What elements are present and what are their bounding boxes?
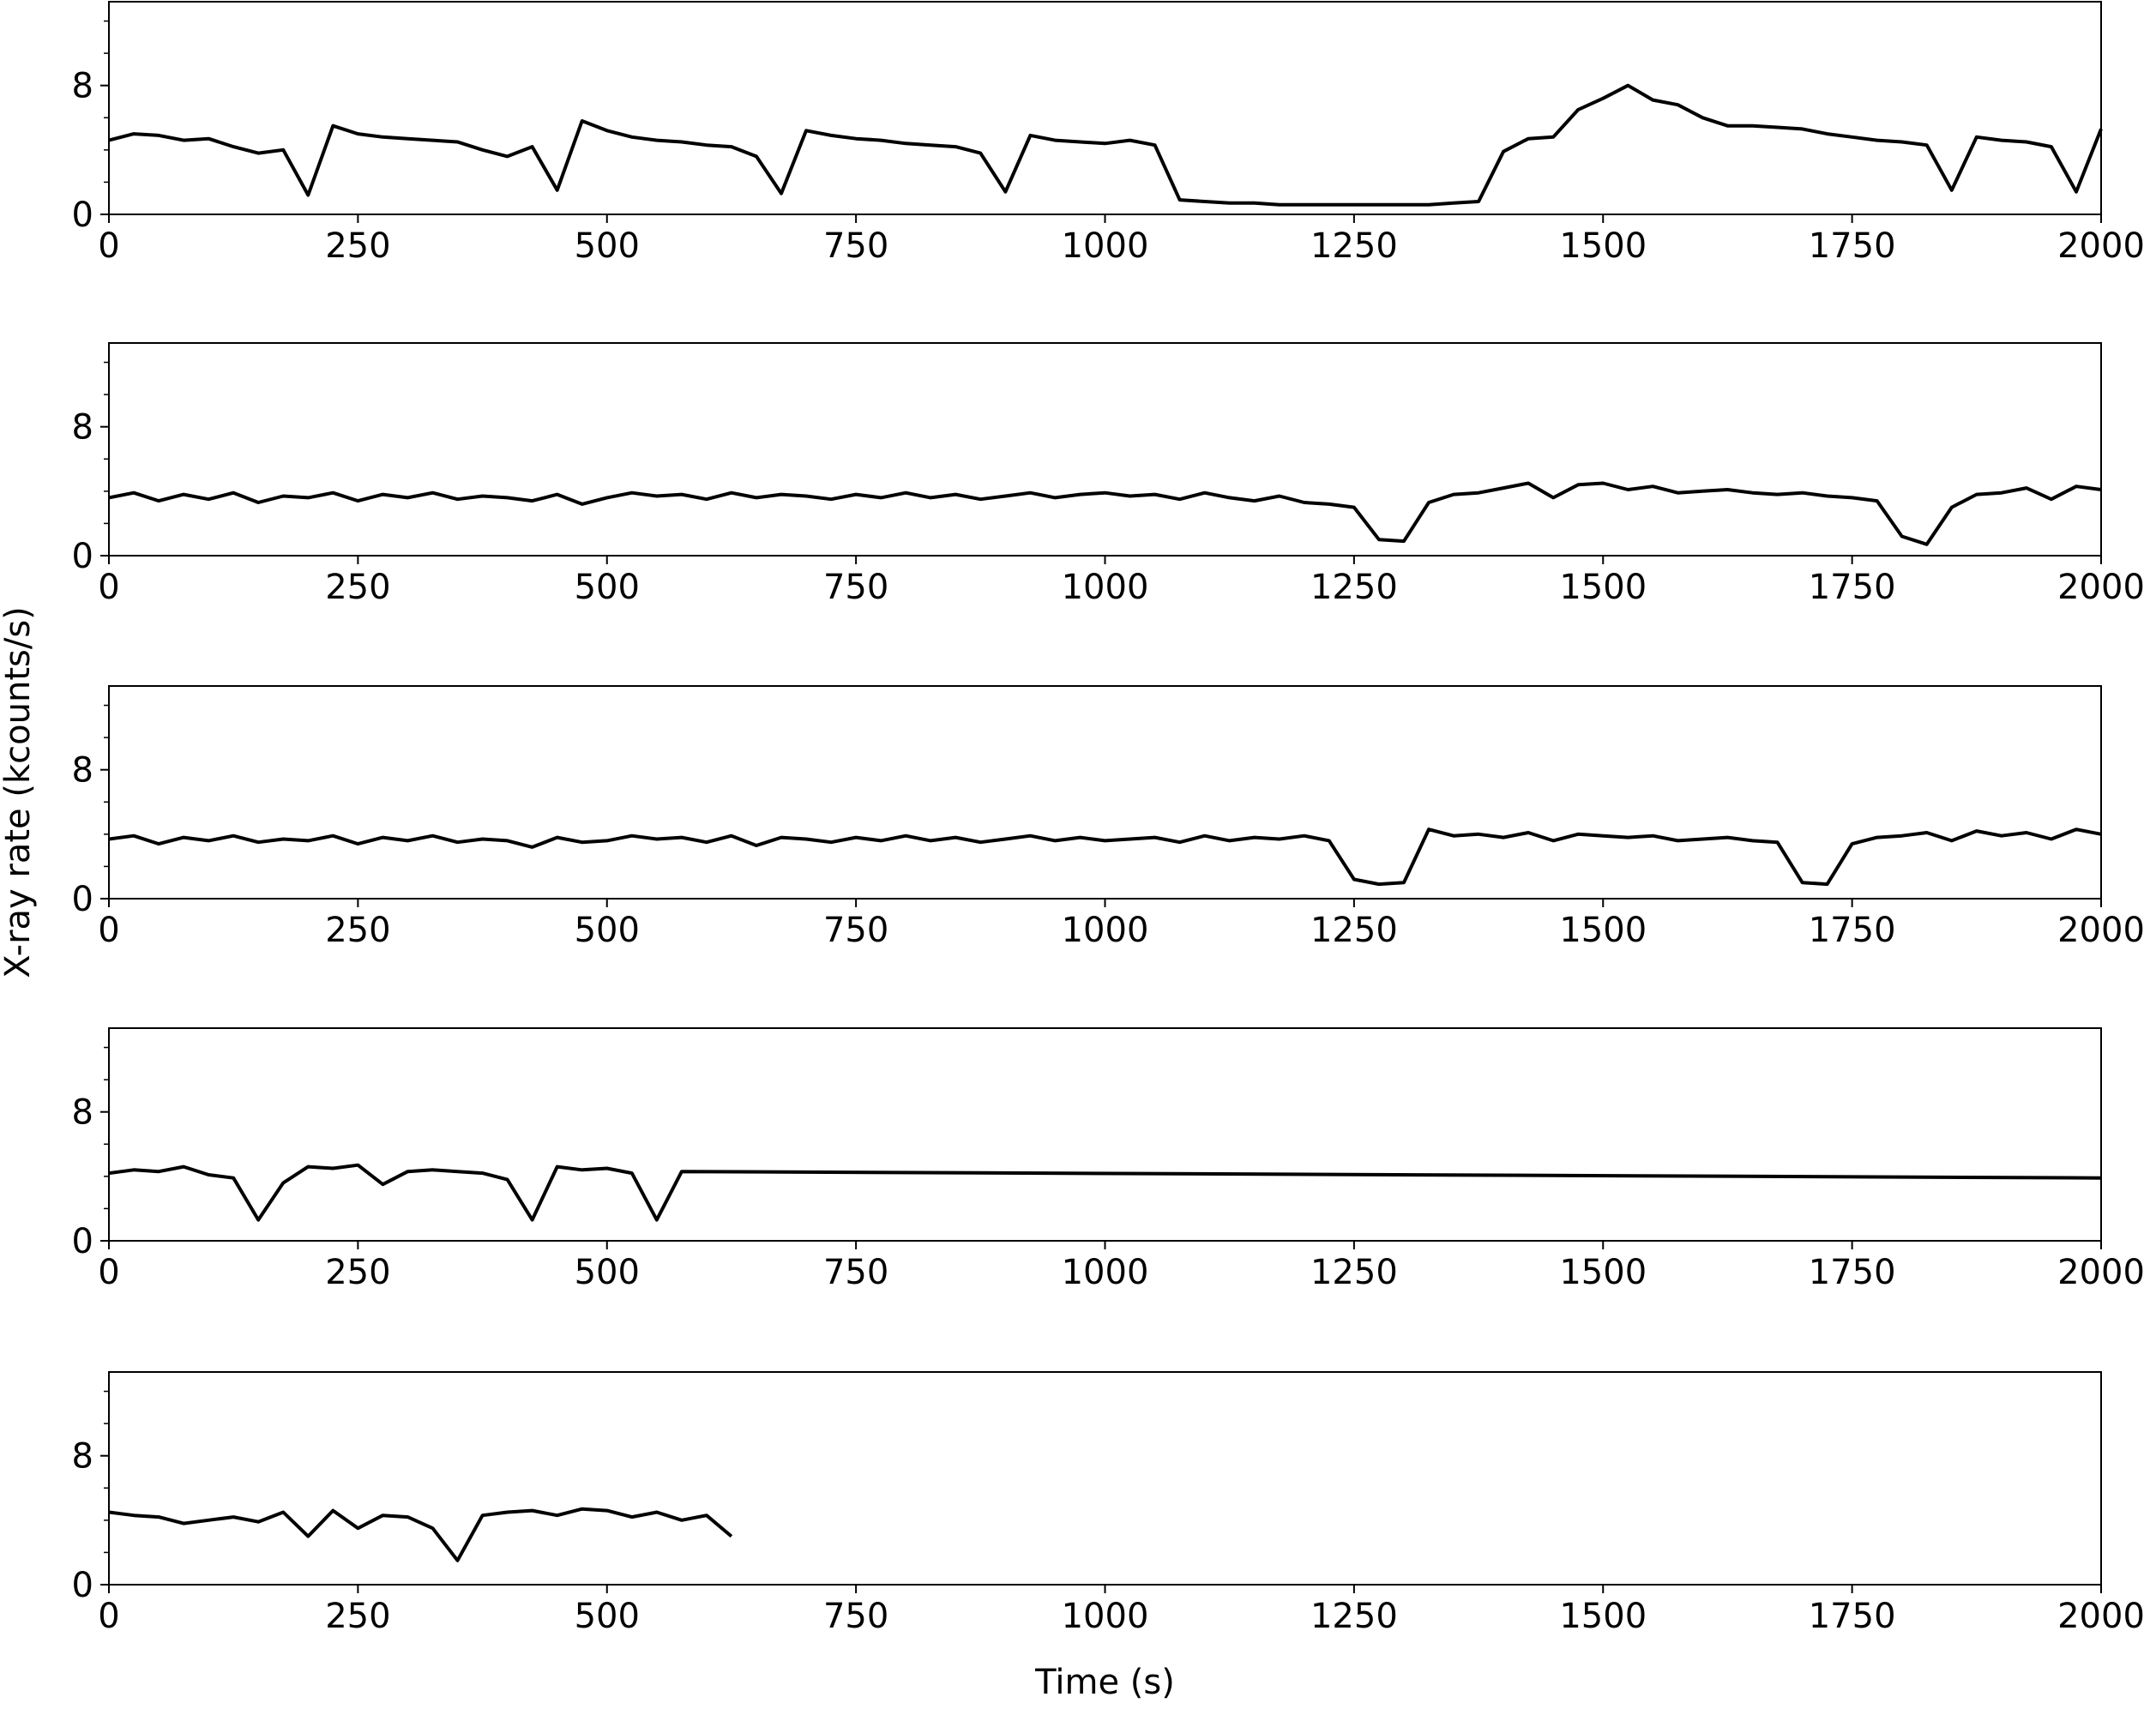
x-tick-label: 250	[325, 568, 390, 607]
x-tick-label: 1000	[1062, 1253, 1149, 1292]
x-tick-label: 1250	[1310, 1253, 1398, 1292]
x-tick-label: 500	[575, 568, 640, 607]
x-tick-label: 1500	[1559, 226, 1647, 266]
y-tick-label: 8	[72, 1093, 93, 1133]
y-tick-label: 0	[72, 537, 93, 576]
data-line	[108, 481, 2102, 546]
x-tick-label: 0	[98, 226, 119, 266]
x-tick-label: 1000	[1062, 226, 1149, 266]
x-tick-label: 1750	[1809, 568, 1896, 607]
x-tick-label: 1750	[1809, 1597, 1896, 1636]
y-tick-label: 0	[72, 1222, 93, 1261]
x-tick-label: 1500	[1559, 911, 1647, 950]
y-tick-label: 0	[72, 196, 93, 235]
y-tick-label: 8	[72, 1437, 93, 1477]
x-tick-label: 750	[823, 1253, 888, 1292]
x-tick-label: 1750	[1809, 226, 1896, 266]
x-tick-label: 2000	[2057, 911, 2145, 950]
x-tick-label: 2000	[2057, 568, 2145, 607]
axes-frame	[108, 685, 2102, 900]
x-tick-label: 1500	[1559, 568, 1647, 607]
y-tick-label: 8	[72, 751, 93, 791]
x-tick-label: 250	[325, 911, 390, 950]
axes-frame	[108, 1371, 2102, 1586]
x-tick-label: 500	[575, 1597, 640, 1636]
x-tick-label: 2000	[2057, 1253, 2145, 1292]
x-tick-label: 750	[823, 226, 888, 266]
y-tick-label: 8	[72, 67, 93, 106]
x-tick-label: 0	[98, 911, 119, 950]
data-line	[108, 1507, 733, 1562]
y-axis-label: X-ray rate (kcounts/s)	[0, 606, 38, 978]
y-tick-label: 0	[72, 1566, 93, 1605]
x-tick-label: 0	[98, 1597, 119, 1636]
x-tick-label: 750	[823, 911, 888, 950]
x-tick-label: 1500	[1559, 1253, 1647, 1292]
data-line	[108, 827, 2102, 887]
x-axis-label: Time (s)	[1034, 1663, 1175, 1702]
x-tick-label: 1750	[1809, 911, 1896, 950]
axes-frame	[108, 342, 2102, 557]
axes-frame	[108, 1027, 2102, 1242]
x-tick-label: 1000	[1062, 911, 1149, 950]
x-tick-label: 1250	[1310, 226, 1398, 266]
x-tick-label: 0	[98, 568, 119, 607]
y-tick-label: 8	[72, 408, 93, 448]
x-tick-label: 2000	[2057, 226, 2145, 266]
x-tick-label: 2000	[2057, 1597, 2145, 1636]
x-tick-label: 1000	[1062, 1597, 1149, 1636]
x-tick-label: 250	[325, 226, 390, 266]
x-tick-label: 750	[823, 568, 888, 607]
x-tick-label: 500	[575, 911, 640, 950]
x-tick-label: 1000	[1062, 568, 1149, 607]
x-tick-label: 750	[823, 1597, 888, 1636]
axes-frame	[108, 1, 2102, 215]
y-tick-label: 0	[72, 880, 93, 919]
x-tick-label: 1750	[1809, 1253, 1896, 1292]
x-tick-label: 1500	[1559, 1597, 1647, 1636]
data-line	[108, 83, 2103, 207]
x-tick-label: 250	[325, 1253, 390, 1292]
data-line	[108, 1163, 2102, 1222]
x-tick-label: 1250	[1310, 1597, 1398, 1636]
x-tick-label: 1250	[1310, 568, 1398, 607]
x-tick-label: 500	[575, 226, 640, 266]
x-tick-label: 500	[575, 1253, 640, 1292]
x-tick-label: 1250	[1310, 911, 1398, 950]
x-tick-label: 0	[98, 1253, 119, 1292]
x-tick-label: 250	[325, 1597, 390, 1636]
